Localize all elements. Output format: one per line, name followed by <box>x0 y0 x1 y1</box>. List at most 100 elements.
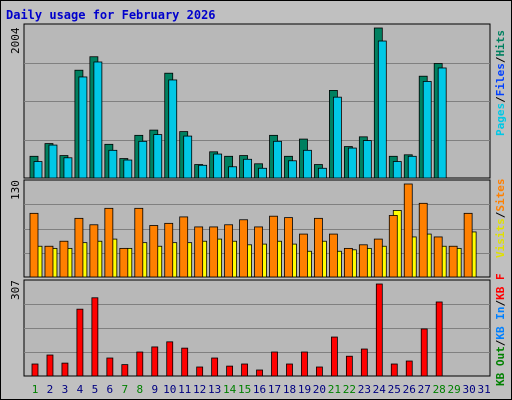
bottom-bar-kb-f-day-4 <box>76 308 84 377</box>
top-bar-pages-day-2 <box>48 144 58 179</box>
middle-bar-sites-day-6 <box>104 207 114 278</box>
top-bar-pages-day-18 <box>288 160 297 179</box>
top-bar-pages-day-19 <box>303 149 312 179</box>
bottom-bar-kb-f-day-9 <box>151 346 159 377</box>
middle-legend-item-0: Visits <box>494 218 507 258</box>
middle-bar-sites-day-3 <box>59 240 69 278</box>
bottom-bar-kb-f-day-2 <box>46 354 54 377</box>
day-label-20: 20 <box>313 383 326 396</box>
top-bar-pages-day-7 <box>123 159 133 179</box>
top-bar-pages-day-9 <box>153 134 163 179</box>
top-ymax-label: 2004 <box>9 27 22 54</box>
bottom-bar-kb-f-day-24 <box>375 283 383 377</box>
bottom-bar-kb-f-day-13 <box>211 357 219 377</box>
bottom-bar-kb-f-day-26 <box>405 360 413 377</box>
bottom-bar-kb-f-day-7 <box>121 364 129 377</box>
middle-bar-sites-day-20 <box>314 217 323 278</box>
middle-bar-sites-day-17 <box>269 215 278 278</box>
top-legend-item-2: Files <box>494 63 507 96</box>
day-label-23: 23 <box>358 383 371 396</box>
top-bar-pages-day-5 <box>93 61 103 179</box>
middle-legend: Visits/Sites <box>494 179 507 259</box>
day-label-28: 28 <box>433 383 446 396</box>
day-label-8: 8 <box>136 383 143 396</box>
top-bar-pages-day-21 <box>332 96 342 179</box>
top-bar-pages-day-13 <box>213 153 223 179</box>
middle-bar-sites-day-12 <box>194 226 204 278</box>
middle-bar-sites-day-22 <box>343 247 353 278</box>
top-bar-pages-day-11 <box>183 135 193 179</box>
day-label-31: 31 <box>477 383 490 396</box>
middle-bar-sites-day-28 <box>433 236 443 278</box>
day-label-6: 6 <box>107 383 114 396</box>
day-label-14: 14 <box>223 383 237 396</box>
middle-bar-sites-day-29 <box>448 245 458 278</box>
middle-bar-sites-day-16 <box>254 226 263 278</box>
middle-bar-sites-day-4 <box>74 217 84 278</box>
middle-bar-sites-day-21 <box>328 233 338 278</box>
top-bar-pages-day-23 <box>362 140 372 179</box>
middle-bar-sites-day-19 <box>299 233 308 278</box>
day-label-17: 17 <box>268 383 281 396</box>
middle-bar-sites-day-7 <box>119 247 129 278</box>
middle-ymax-label: 130 <box>9 180 22 200</box>
day-label-22: 22 <box>343 383 356 396</box>
middle-bar-sites-day-13 <box>209 226 219 278</box>
middle-bar-sites-day-26 <box>403 183 413 278</box>
middle-panel <box>23 179 491 278</box>
bottom-bar-kb-f-day-21 <box>330 336 338 377</box>
day-label-5: 5 <box>92 383 99 396</box>
day-label-10: 10 <box>163 383 176 396</box>
day-label-4: 4 <box>77 383 84 396</box>
day-label-3: 3 <box>62 383 69 396</box>
bottom-legend-item-2: KB In <box>494 307 507 340</box>
bottom-legend-item-3: / <box>494 300 507 307</box>
day-label-19: 19 <box>298 383 311 396</box>
top-legend-item-3: / <box>494 56 507 63</box>
day-label-7: 7 <box>122 383 129 396</box>
day-label-9: 9 <box>151 383 158 396</box>
middle-bar-sites-day-9 <box>149 225 159 278</box>
bottom-bar-kb-f-day-14 <box>226 365 234 377</box>
middle-bar-sites-day-15 <box>239 219 248 278</box>
top-bar-pages-day-1 <box>33 161 43 179</box>
middle-bar-sites-day-2 <box>44 245 54 278</box>
middle-bar-sites-day-30 <box>463 212 473 278</box>
top-bar-pages-day-28 <box>437 67 447 179</box>
top-bar-pages-day-20 <box>318 167 327 179</box>
day-label-15: 15 <box>238 383 251 396</box>
bottom-bar-kb-f-day-5 <box>91 297 99 377</box>
day-label-11: 11 <box>178 383 191 396</box>
bottom-legend-item-1: / <box>494 339 507 346</box>
top-bar-pages-day-26 <box>407 155 417 179</box>
day-label-18: 18 <box>283 383 296 396</box>
top-bar-pages-day-4 <box>78 76 88 179</box>
bottom-bar-kb-f-day-19 <box>301 351 308 377</box>
day-label-26: 26 <box>403 383 416 396</box>
middle-bar-sites-day-18 <box>284 217 293 278</box>
day-label-24: 24 <box>373 383 387 396</box>
day-labels: 1 2 3 4 5 6 7 8 9 10 11 12 13 14 15 16 17 18 19 20 21 22 23 24 2… <box>32 383 491 396</box>
bottom-bar-kb-f-day-6 <box>106 357 114 377</box>
day-label-16: 16 <box>253 383 266 396</box>
top-bar-pages-day-15 <box>243 158 252 179</box>
bottom-bar-kb-f-day-8 <box>136 351 144 377</box>
bottom-bar-kb-f-day-3 <box>61 362 69 377</box>
top-bar-pages-day-17 <box>273 140 282 179</box>
top-bar-pages-day-14 <box>228 166 238 179</box>
bottom-bar-kb-f-day-25 <box>390 363 398 377</box>
top-bar-pages-day-12 <box>198 164 208 179</box>
bottom-bar-kb-f-day-12 <box>196 366 204 377</box>
day-label-29: 29 <box>448 383 461 396</box>
middle-legend-item-1: / <box>494 211 507 218</box>
middle-bar-sites-day-27 <box>418 202 428 278</box>
bottom-bar-kb-f-day-18 <box>286 363 293 377</box>
chart-title: Daily usage for February 2026 <box>6 8 216 22</box>
day-label-21: 21 <box>328 383 341 396</box>
day-label-25: 25 <box>388 383 401 396</box>
bottom-bar-kb-f-day-23 <box>360 348 368 377</box>
bottom-bar-kb-f-day-15 <box>241 363 248 377</box>
day-label-1: 1 <box>32 383 39 396</box>
top-panel <box>23 23 491 179</box>
